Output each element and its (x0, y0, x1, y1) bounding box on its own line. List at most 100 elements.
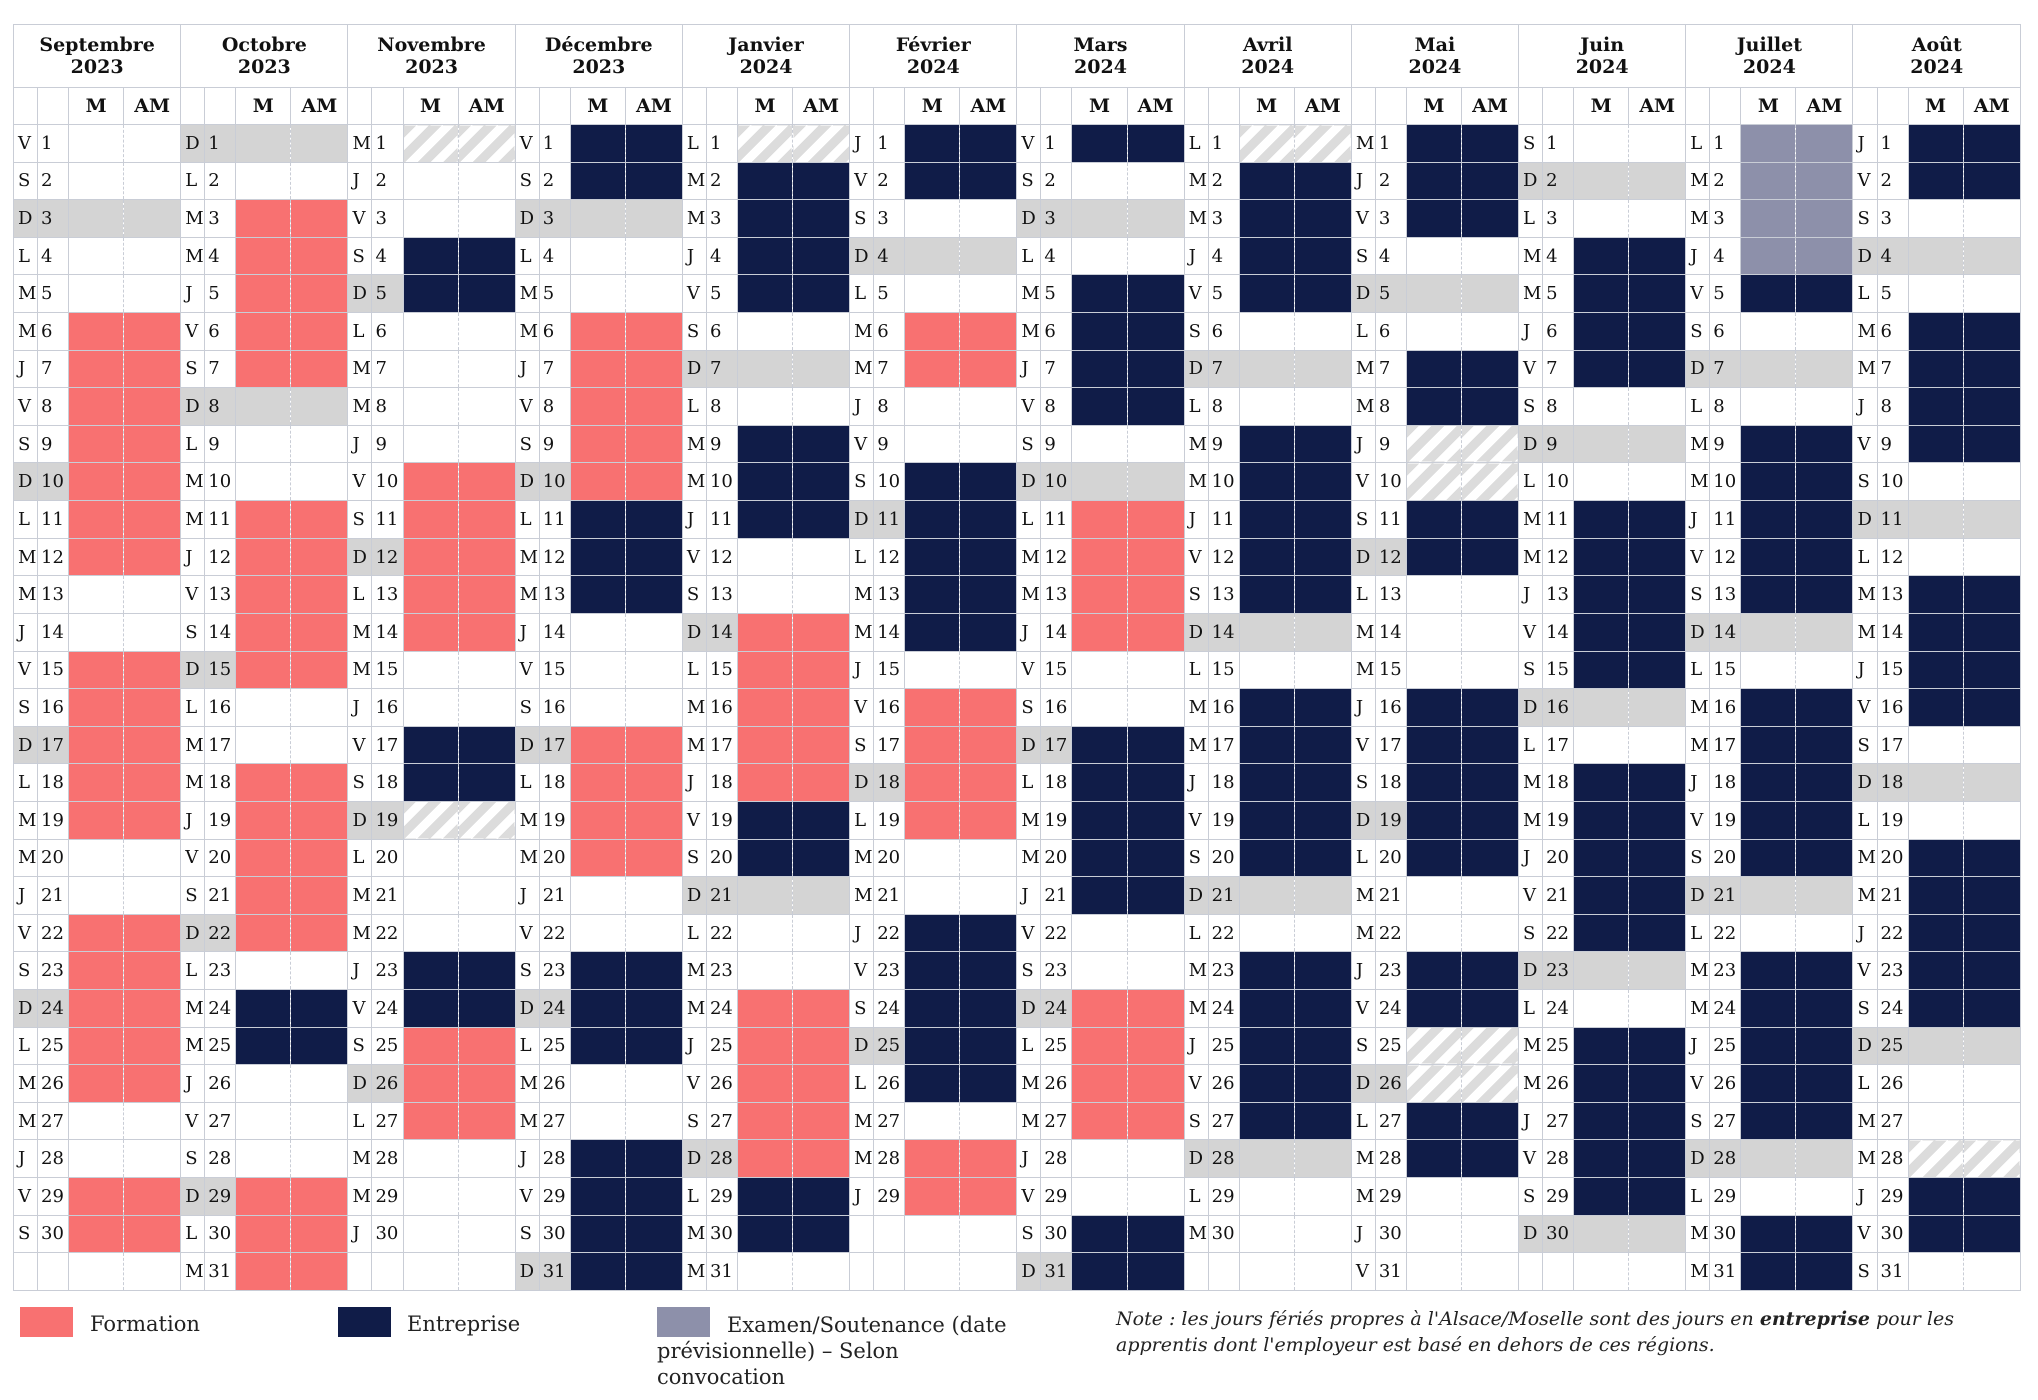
morning-slot (402, 1026, 459, 1066)
weekday-letter: L (681, 1177, 707, 1216)
afternoon-slot (959, 387, 1018, 426)
afternoon-slot (1628, 650, 1687, 690)
weekday-letter: M (1852, 838, 1878, 878)
morning-slot (736, 989, 794, 1028)
afternoon-slot (1795, 274, 1854, 314)
day-number: 4 (1876, 236, 1909, 276)
weekday-letter: L (180, 424, 206, 464)
morning-column-header: M (1238, 87, 1295, 125)
afternoon-slot (1795, 800, 1854, 840)
weekday-letter: J (1350, 161, 1376, 201)
day-number: 12 (1040, 537, 1073, 577)
weekday-letter: M (1350, 1139, 1376, 1179)
afternoon-slot (290, 725, 349, 765)
day-number: 25 (1542, 1026, 1575, 1066)
day-number: 22 (873, 913, 906, 953)
weekday-letter: S (1852, 1252, 1878, 1291)
afternoon-slot (1962, 312, 2022, 351)
morning-slot (1071, 688, 1128, 727)
month-name: Octobre (221, 34, 307, 56)
day-number: 4 (1207, 236, 1240, 276)
afternoon-slot (1628, 274, 1687, 314)
morning-slot (1907, 500, 1964, 539)
morning-slot (235, 312, 292, 351)
morning-slot (402, 763, 459, 802)
day-number: 5 (705, 274, 738, 314)
weekday-letter: V (1852, 161, 1878, 201)
blank-header-cell (1374, 87, 1407, 125)
month-header: Septembre 2023 (12, 24, 182, 88)
weekday-letter: D (347, 800, 373, 840)
day-number: 24 (873, 989, 906, 1028)
afternoon-slot (1795, 236, 1854, 276)
day-number: 30 (204, 1214, 237, 1254)
afternoon-slot (959, 876, 1018, 915)
afternoon-slot (1460, 989, 1520, 1028)
weekday-letter: M (1350, 612, 1376, 652)
morning-slot (235, 236, 292, 276)
morning-slot (904, 462, 961, 502)
weekday-letter: V (1685, 537, 1711, 577)
morning-slot (1071, 387, 1128, 426)
morning-column-header: M (68, 87, 125, 125)
month-name: Novembre (377, 34, 486, 56)
day-number: 26 (1207, 1064, 1240, 1103)
afternoon-slot (457, 161, 516, 201)
weekday-letter: V (1518, 1139, 1544, 1179)
morning-slot (904, 876, 961, 915)
weekday-letter: S (681, 1101, 707, 1141)
morning-slot (1405, 575, 1462, 614)
afternoon-slot (290, 236, 349, 276)
month-header-row: Septembre 2023 Octobre 2023 Novembre 2023 Déce… (12, 24, 2021, 88)
day-number: 18 (37, 763, 70, 802)
weekday-letter: V (1852, 1214, 1878, 1254)
morning-slot (904, 725, 961, 765)
afternoon-slot (1795, 312, 1854, 351)
afternoon-slot (1460, 462, 1520, 502)
weekday-letter: J (1518, 838, 1544, 878)
afternoon-slot (1293, 1139, 1352, 1179)
day-number: 15 (1709, 650, 1742, 690)
day-number: 2 (705, 161, 738, 201)
afternoon-slot (1293, 161, 1352, 201)
afternoon-slot (1293, 236, 1352, 276)
weekday-letter: S (514, 424, 540, 464)
day-number: 16 (705, 688, 738, 727)
day-number: 15 (873, 650, 906, 690)
afternoon-slot (792, 800, 851, 840)
weekday-letter: D (514, 199, 540, 238)
morning-slot (904, 1139, 961, 1179)
day-number: 5 (873, 274, 906, 314)
morning-slot (1573, 688, 1630, 727)
weekday-letter: L (347, 312, 373, 351)
weekday-letter: M (1685, 199, 1711, 238)
morning-slot (1405, 274, 1462, 314)
morning-slot (68, 1101, 125, 1141)
morning-slot (736, 1101, 794, 1141)
month-year: 2024 (1074, 56, 1127, 78)
morning-slot (402, 274, 459, 314)
morning-slot (1405, 763, 1462, 802)
morning-slot (1238, 424, 1295, 464)
day-number: 24 (1876, 989, 1909, 1028)
weekday-letter: V (1350, 462, 1376, 502)
morning-slot (1907, 725, 1964, 765)
afternoon-slot (792, 876, 851, 915)
afternoon-slot (959, 274, 1018, 314)
day-number: 13 (873, 575, 906, 614)
morning-slot (68, 1064, 125, 1103)
day-number: 24 (1542, 989, 1575, 1028)
morning-slot (1071, 989, 1128, 1028)
afternoon-slot (959, 424, 1018, 464)
morning-slot (569, 349, 626, 389)
afternoon-slot (624, 1139, 683, 1179)
day-number: 5 (1542, 274, 1575, 314)
morning-slot (402, 161, 459, 201)
weekday-letter: D (681, 1139, 707, 1179)
weekday-letter: L (347, 575, 373, 614)
morning-slot (904, 236, 961, 276)
weekday-letter: M (12, 537, 39, 577)
day-number: 24 (1040, 989, 1073, 1028)
afternoon-slot (1293, 1101, 1352, 1141)
day-number: 21 (1207, 876, 1240, 915)
